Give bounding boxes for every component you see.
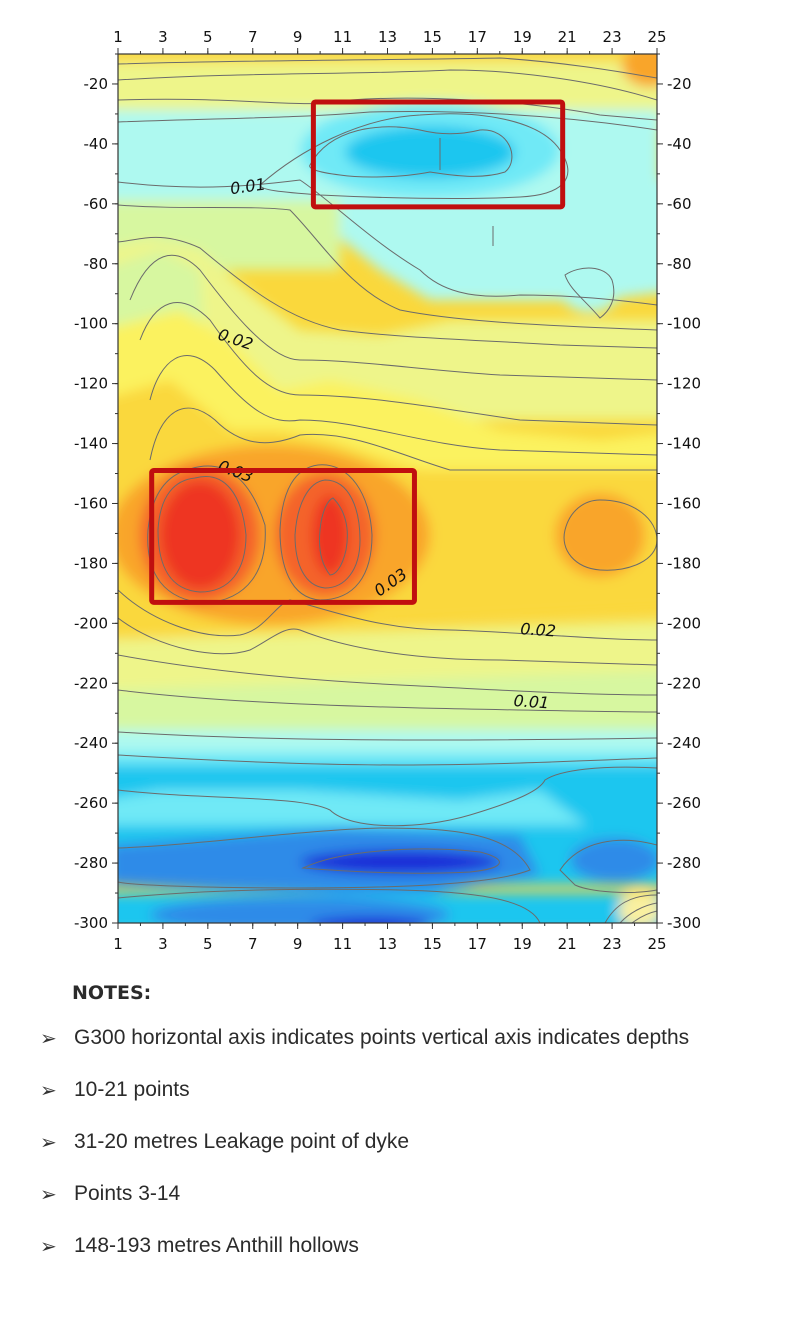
y-tick-label-left: -220 (74, 674, 108, 692)
y-tick-label-right: -200 (667, 614, 701, 632)
y-tick-label-right: -300 (667, 914, 701, 932)
arrow-bullet-icon: ➢ (40, 1183, 57, 1206)
y-tick-labels-right: -20 -40 -60 -80 -100 -120 -140 -160 -180 -200 -220… (667, 75, 701, 932)
x-tick-labels-top: 1 3 5 7 9 11 13 15 17 19 21 23 25 (113, 28, 666, 46)
x-tick-label-bottom: 21 (558, 935, 577, 953)
x-tick-label-bottom: 13 (378, 935, 397, 953)
x-tick-label-top: 1 (113, 28, 123, 46)
y-tick-label-left: -180 (74, 554, 108, 572)
y-tick-label-right: -220 (667, 674, 701, 692)
y-tick-label-right: -240 (667, 734, 701, 752)
x-tick-label-bottom: 19 (513, 935, 532, 953)
y-tick-label-right: -80 (667, 255, 692, 273)
highlight-boxes (149, 99, 566, 605)
y-tick-label-right: -20 (667, 75, 692, 93)
contour-label: 0.01 (513, 691, 550, 712)
y-tick-label-left: -260 (74, 794, 108, 812)
arrow-bullet-icon: ➢ (40, 1027, 57, 1050)
note-item: ➢ Points 3-14 (40, 1168, 780, 1220)
y-tick-label-right: -100 (667, 315, 701, 333)
y-tick-label-left: -20 (84, 75, 109, 93)
notes-section: NOTES: ➢ G300 horizontal axis indicates … (40, 982, 780, 1272)
y-tick-label-right: -180 (667, 554, 701, 572)
y-tick-labels-left: -20 -40 -60 -80 -100 -120 -140 -160 -180 -200 -220… (74, 75, 108, 932)
contour-label: 0.02 (520, 619, 557, 640)
highlight-box (310, 99, 566, 210)
y-tick-label-left: -120 (74, 375, 108, 393)
note-text: Points 3-14 (74, 1182, 181, 1205)
x-tick-label-top: 17 (468, 28, 487, 46)
note-item: ➢ G300 horizontal axis indicates points … (40, 1012, 780, 1064)
note-item: ➢ 31-20 metres Leakage point of dyke (40, 1116, 780, 1168)
contour-label: 0.01 (229, 174, 267, 198)
contour-chart: 1 3 5 7 9 11 13 15 17 19 21 23 25 1 3 5 7 9 11 13 15 17 19 21 2… (74, 28, 701, 953)
x-tick-label-bottom: 5 (203, 935, 213, 953)
x-tick-label-bottom: 7 (248, 935, 258, 953)
note-text: 148-193 metres Anthill hollows (74, 1234, 359, 1257)
x-tick-label-top: 23 (603, 28, 622, 46)
highlight-box (149, 468, 417, 605)
y-tick-label-right: -60 (667, 195, 692, 213)
x-tick-label-top: 11 (333, 28, 352, 46)
y-tick-label-left: -100 (74, 315, 108, 333)
x-tick-label-top: 15 (423, 28, 442, 46)
y-tick-label-left: -40 (84, 135, 109, 153)
x-tick-label-bottom: 23 (603, 935, 622, 953)
x-tick-label-top: 9 (293, 28, 303, 46)
y-tick-label-left: -60 (84, 195, 109, 213)
y-tick-label-left: -300 (74, 914, 108, 932)
axis-ticks (112, 48, 663, 929)
y-tick-label-left: -280 (74, 854, 108, 872)
plot-area (118, 54, 657, 923)
note-text: G300 horizontal axis indicates points ve… (74, 1026, 690, 1049)
x-tick-label-top: 3 (158, 28, 168, 46)
y-tick-label-left: -160 (74, 494, 108, 512)
y-tick-label-right: -140 (667, 435, 701, 453)
x-tick-label-bottom: 1 (113, 935, 123, 953)
arrow-bullet-icon: ➢ (40, 1235, 57, 1258)
x-tick-label-bottom: 17 (468, 935, 487, 953)
note-text: 31-20 metres Leakage point of dyke (74, 1130, 410, 1153)
y-tick-label-left: -80 (84, 255, 109, 273)
x-tick-label-top: 21 (558, 28, 577, 46)
x-tick-labels-bottom: 1 3 5 7 9 11 13 15 17 19 21 23 25 (113, 935, 666, 953)
y-tick-label-left: -140 (74, 435, 108, 453)
x-tick-label-top: 19 (513, 28, 532, 46)
y-tick-label-right: -280 (667, 854, 701, 872)
x-tick-label-top: 5 (203, 28, 213, 46)
x-tick-label-bottom: 3 (158, 935, 168, 953)
x-tick-label-bottom: 15 (423, 935, 442, 953)
x-tick-label-top: 13 (378, 28, 397, 46)
y-tick-label-left: -200 (74, 614, 108, 632)
x-tick-label-bottom: 25 (647, 935, 666, 953)
note-item: ➢ 148-193 metres Anthill hollows (40, 1220, 780, 1272)
x-tick-label-bottom: 11 (333, 935, 352, 953)
y-tick-label-left: -240 (74, 734, 108, 752)
y-tick-label-right: -260 (667, 794, 701, 812)
y-tick-label-right: -120 (667, 375, 701, 393)
y-tick-label-right: -160 (667, 494, 701, 512)
x-tick-label-top: 7 (248, 28, 258, 46)
note-item: ➢ 10-21 points (40, 1064, 780, 1116)
arrow-bullet-icon: ➢ (40, 1131, 57, 1154)
notes-title: NOTES: (72, 982, 152, 1004)
y-tick-label-right: -40 (667, 135, 692, 153)
note-text: 10-21 points (74, 1078, 190, 1101)
x-tick-label-top: 25 (647, 28, 666, 46)
arrow-bullet-icon: ➢ (40, 1079, 57, 1102)
x-tick-label-bottom: 9 (293, 935, 303, 953)
